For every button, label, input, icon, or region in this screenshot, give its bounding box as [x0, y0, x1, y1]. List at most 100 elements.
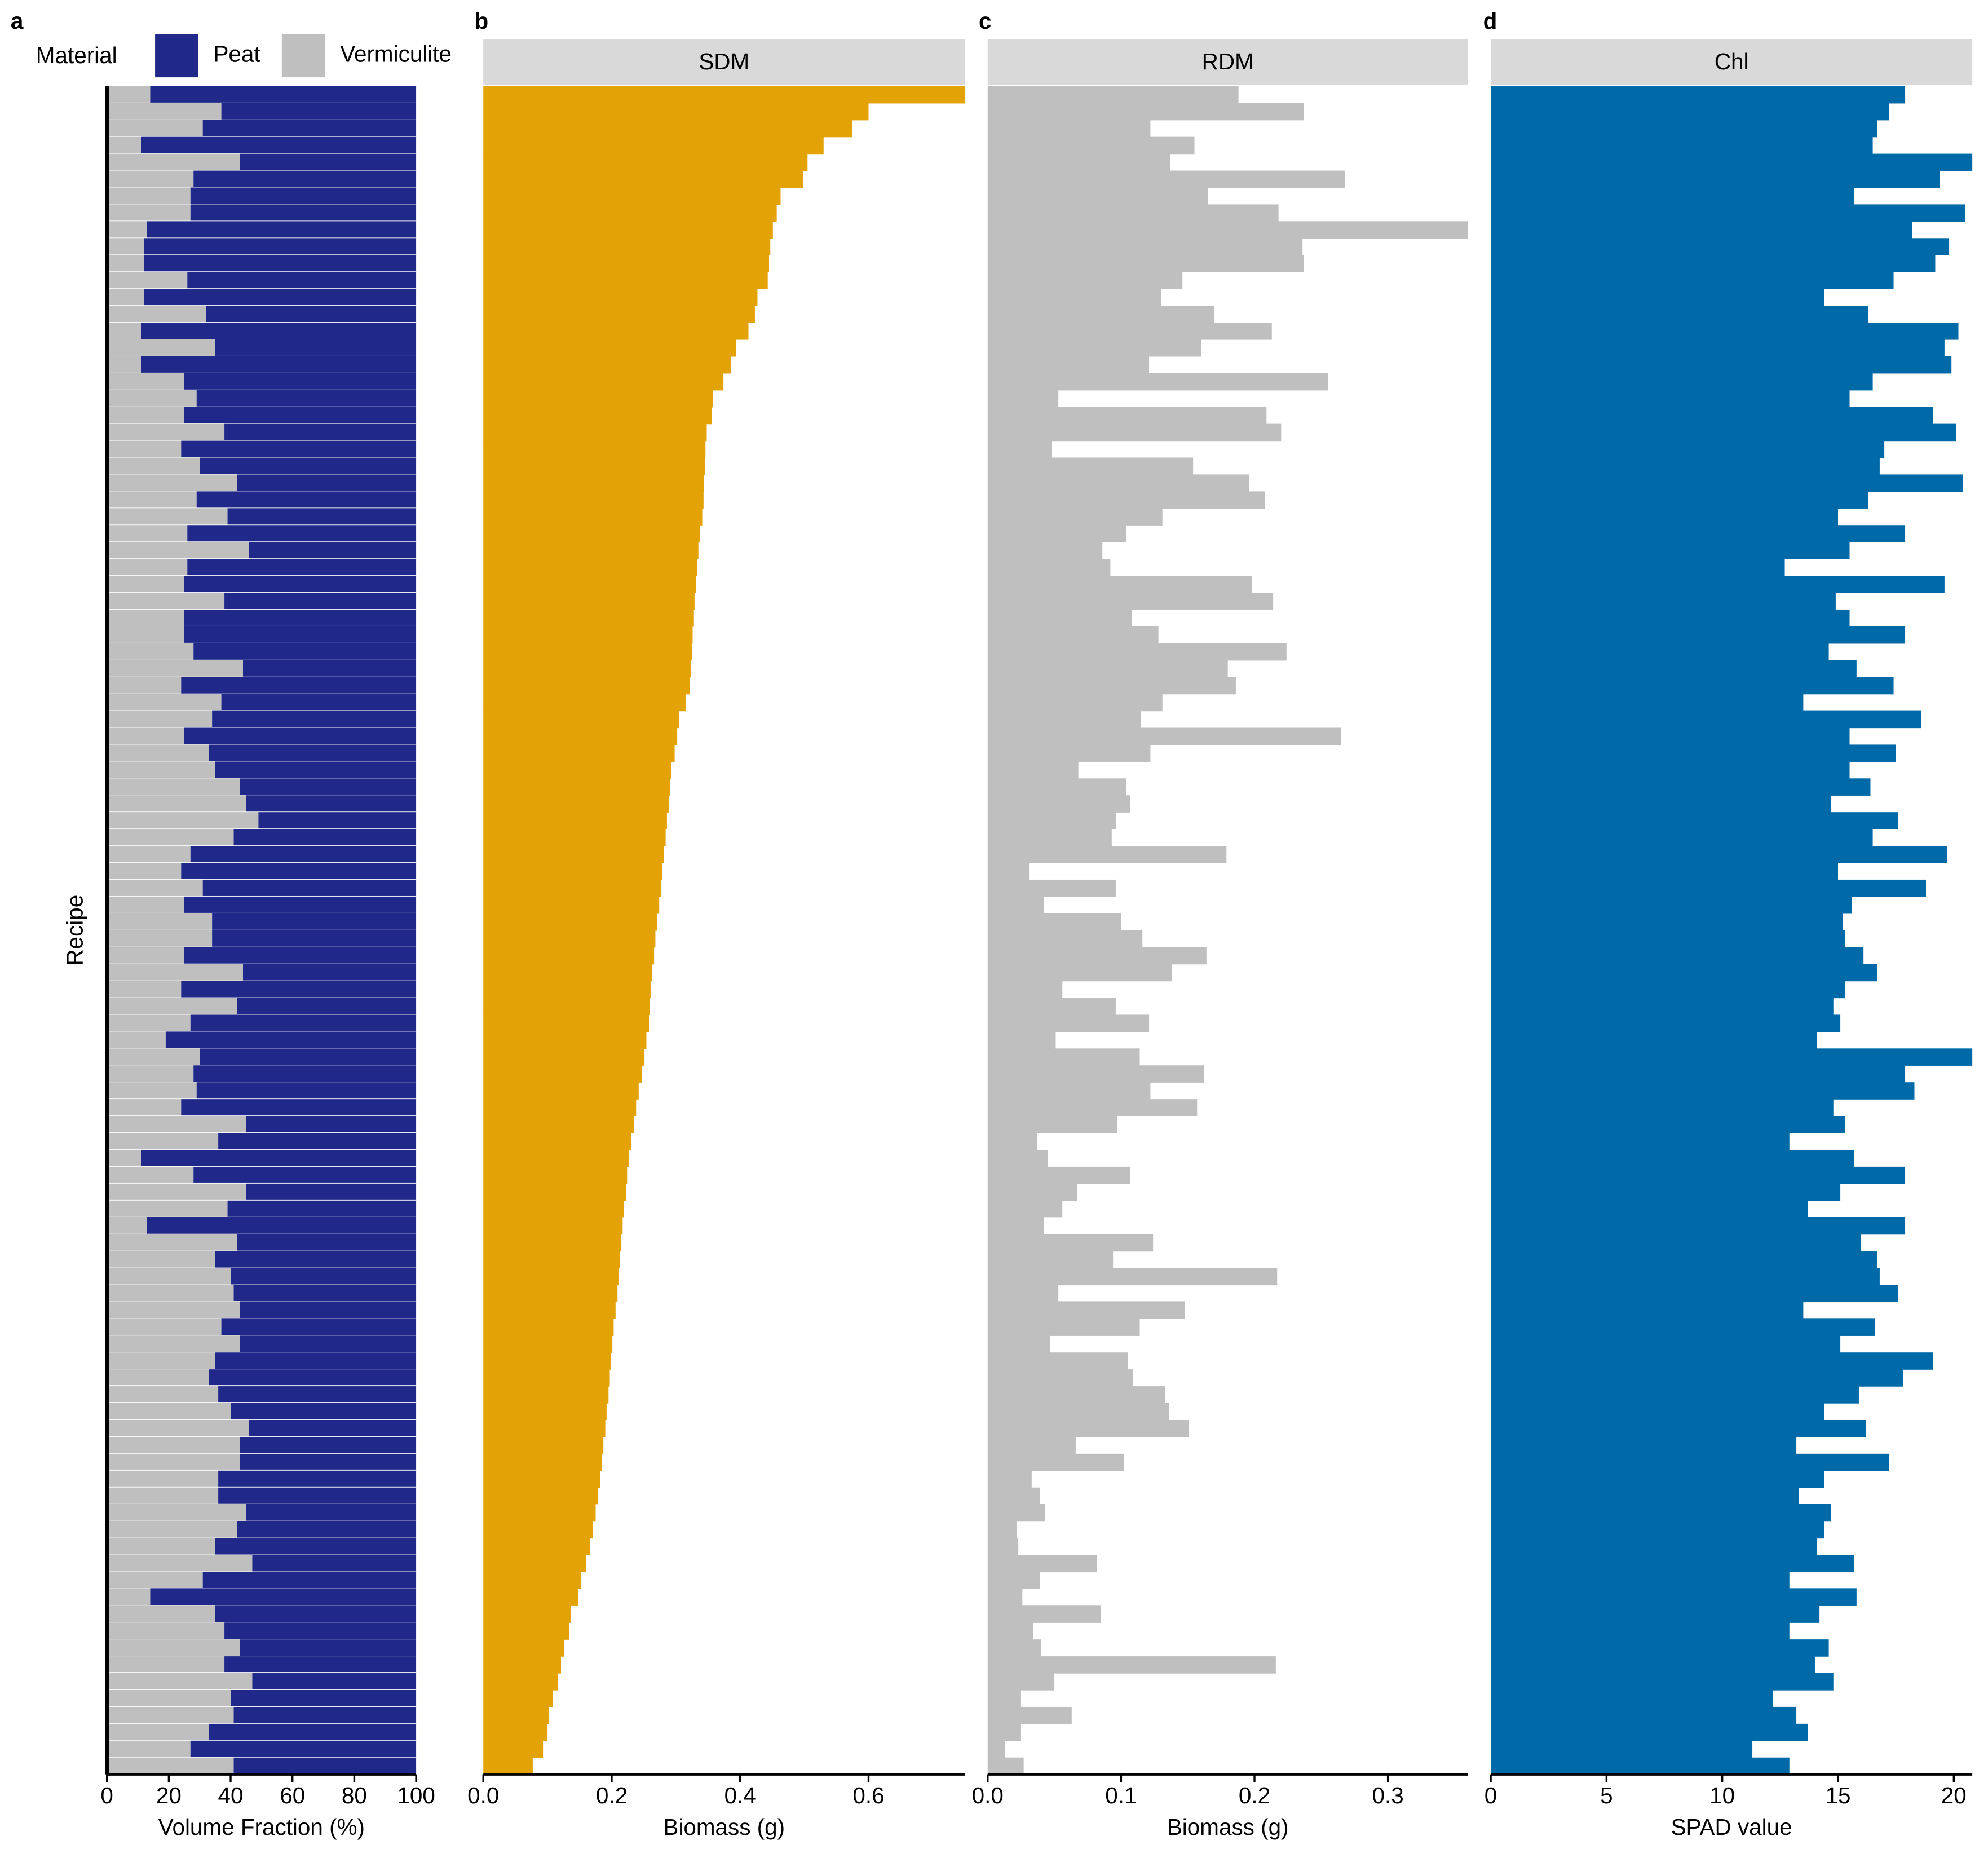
- bar-segment: [224, 1656, 417, 1673]
- bar: [1491, 677, 1894, 695]
- bar: [1491, 846, 1947, 863]
- x-tick-label: 40: [218, 1782, 244, 1808]
- bar: [1491, 508, 1838, 526]
- x-tick-label: 0.0: [972, 1782, 1004, 1808]
- bar: [1491, 322, 1959, 340]
- bar: [1491, 306, 1868, 323]
- bar: [987, 1403, 1169, 1420]
- bar-segment: [107, 626, 184, 643]
- bar: [1491, 1285, 1898, 1303]
- bar: [987, 1285, 1059, 1303]
- bar: [1491, 1538, 1818, 1556]
- bar: [1491, 1605, 1820, 1623]
- bar: [987, 1082, 1151, 1100]
- bar: [987, 356, 1150, 374]
- bar-segment: [107, 423, 225, 440]
- strip: [1491, 39, 1973, 85]
- bar: [987, 1588, 1023, 1606]
- bar: [1491, 440, 1885, 458]
- bar: [987, 390, 1059, 408]
- bar-segment: [107, 576, 184, 593]
- bar-segment: [107, 1234, 237, 1251]
- bar-segment: [107, 592, 225, 610]
- bar: [483, 153, 808, 171]
- bar: [987, 744, 1151, 762]
- bar: [1491, 525, 1906, 542]
- bar: [483, 1335, 613, 1353]
- bar-segment: [107, 1588, 151, 1605]
- bar-segment: [190, 1014, 417, 1031]
- panel-label: d: [1483, 8, 1497, 34]
- bar-segment: [237, 1521, 417, 1538]
- bar: [987, 1335, 1050, 1353]
- bar-segment: [107, 609, 184, 626]
- x-tick-label: 100: [397, 1782, 435, 1808]
- bar: [483, 846, 664, 863]
- bar: [483, 1639, 564, 1657]
- bar-segment: [107, 913, 213, 930]
- bar: [483, 1605, 571, 1623]
- bar-segment: [107, 86, 151, 103]
- bar-segment: [202, 1572, 417, 1588]
- bar: [483, 542, 699, 559]
- bar-segment: [107, 1757, 234, 1774]
- bar: [987, 221, 1468, 239]
- bar-segment: [202, 120, 417, 136]
- bar: [1491, 339, 1945, 357]
- strip-title: SDM: [699, 48, 749, 74]
- bar: [483, 187, 781, 205]
- bar: [987, 474, 1249, 492]
- bar-segment: [107, 1082, 197, 1099]
- bar-segment: [240, 1436, 417, 1453]
- strip: [987, 39, 1468, 85]
- bar: [987, 677, 1236, 695]
- bar: [1491, 727, 1850, 745]
- bar: [1491, 879, 1927, 897]
- bar-segment: [107, 1521, 237, 1538]
- bar-segment: [107, 153, 240, 170]
- bar: [987, 1572, 1040, 1590]
- bar: [987, 1268, 1278, 1286]
- bar: [483, 1352, 611, 1370]
- bar: [1491, 1487, 1799, 1505]
- bar: [987, 289, 1161, 306]
- bar-segment: [107, 356, 141, 373]
- strip-title: RDM: [1202, 48, 1254, 74]
- bar: [1491, 474, 1963, 492]
- bar-segment: [212, 913, 417, 930]
- bar: [1491, 1200, 1808, 1218]
- bar: [483, 626, 693, 644]
- bar-segment: [181, 862, 417, 880]
- bar: [483, 1740, 544, 1758]
- bar: [987, 306, 1215, 323]
- bar: [987, 1538, 1019, 1556]
- bar: [483, 1251, 620, 1269]
- bar: [483, 1656, 562, 1674]
- bar-segment: [107, 846, 191, 863]
- bar-segment: [221, 103, 417, 120]
- bar-segment: [107, 289, 144, 306]
- bar: [1491, 1386, 1859, 1404]
- bar: [1491, 120, 1877, 138]
- bar-segment: [224, 592, 417, 610]
- x-tick-label: 20: [1941, 1782, 1967, 1808]
- bar-segment: [246, 1504, 417, 1521]
- bar-segment: [107, 120, 203, 136]
- bar: [483, 373, 724, 391]
- bar-segment: [252, 1555, 417, 1572]
- bar: [1491, 221, 1912, 239]
- bar-segment: [107, 103, 222, 120]
- bar: [1491, 1436, 1797, 1454]
- bar: [987, 1048, 1140, 1066]
- bar-segment: [246, 1116, 417, 1133]
- bar-segment: [107, 1656, 225, 1673]
- x-tick-label: 0: [1485, 1782, 1497, 1808]
- bar: [1491, 1403, 1824, 1420]
- bar-segment: [107, 1268, 231, 1285]
- bar: [483, 1453, 602, 1471]
- bar-segment: [249, 542, 417, 559]
- bar-segment: [107, 1386, 219, 1403]
- bar: [483, 423, 707, 442]
- bar: [483, 440, 706, 458]
- bar-segment: [107, 1065, 194, 1082]
